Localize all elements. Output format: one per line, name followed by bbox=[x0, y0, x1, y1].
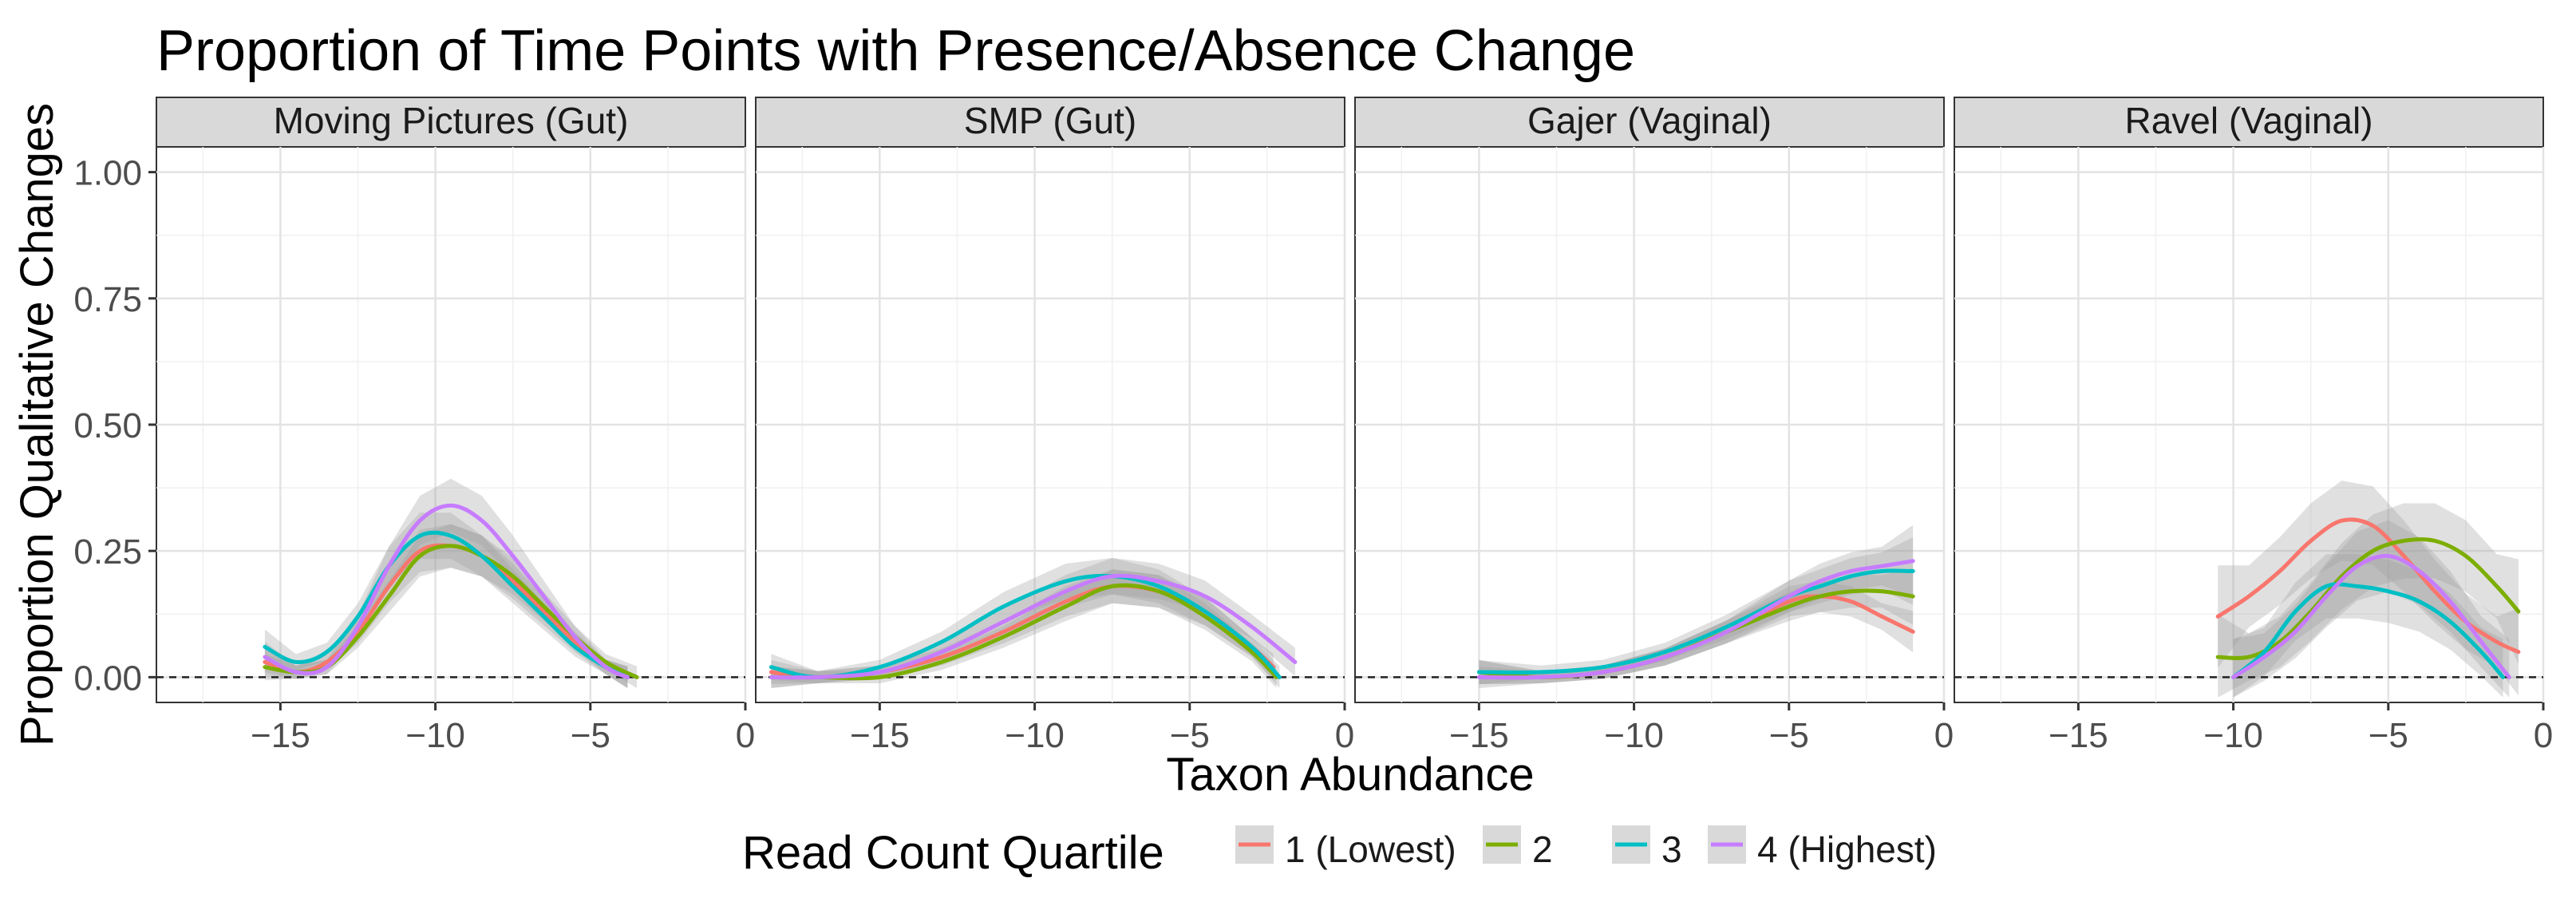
confidence-band bbox=[2233, 520, 2510, 698]
series-line bbox=[263, 503, 630, 679]
legend-item-label: 2 bbox=[1532, 829, 1553, 870]
x-tick-label: −5 bbox=[571, 716, 610, 755]
facet-strip-label: Moving Pictures (Gut) bbox=[274, 100, 629, 141]
x-tick-label: −5 bbox=[1769, 716, 1809, 755]
legend-item-label: 4 (Highest) bbox=[1757, 829, 1937, 870]
y-tick-label: 0.00 bbox=[73, 659, 142, 698]
y-tick-label: 0.75 bbox=[73, 280, 142, 319]
series-line bbox=[768, 583, 1278, 681]
legend-item: 3 bbox=[1612, 825, 1682, 870]
panels-layer: 0.00 0.25 0.50 0.75 1.00 Moving Pictures (Gut… bbox=[73, 97, 2553, 755]
legend-items: 1 (Lowest) 2 3 4 (Highest) bbox=[1235, 825, 1937, 870]
facet-panel: SMP (Gut) −15 −10 −5 0 bbox=[755, 97, 1354, 755]
x-axis-title: Taxon Abundance bbox=[1166, 749, 1534, 801]
x-tick-label: −15 bbox=[251, 716, 310, 755]
x-tick-label: −10 bbox=[405, 716, 465, 755]
confidence-band bbox=[2218, 481, 2519, 696]
x-tick-label: −15 bbox=[850, 716, 910, 755]
y-tick-label: 1.00 bbox=[73, 154, 142, 193]
x-tick-label: −5 bbox=[2369, 716, 2408, 755]
facet-panel: Moving Pictures (Gut) −15 −10 −5 0 bbox=[156, 97, 755, 755]
x-tick-label: 0 bbox=[1335, 716, 1354, 755]
x-tick-label: −15 bbox=[1449, 716, 1509, 755]
x-tick-label: −10 bbox=[1005, 716, 1065, 755]
facet-strip bbox=[1954, 97, 2544, 148]
series-line bbox=[2231, 553, 2511, 679]
series-line bbox=[263, 530, 630, 679]
facet-panel: Gajer (Vaginal) −15 −10 −5 0 bbox=[1354, 97, 1954, 755]
x-tick-label: −15 bbox=[2049, 716, 2108, 755]
facet-strip-label: Gajer (Vaginal) bbox=[1527, 100, 1772, 141]
legend-item-label: 3 bbox=[1661, 829, 1682, 870]
series-line bbox=[1476, 568, 1915, 675]
confidence-band bbox=[1479, 537, 1914, 685]
x-tick-label: 0 bbox=[2534, 716, 2553, 755]
legend-item-label: 1 (Lowest) bbox=[1285, 829, 1456, 870]
x-tick-label: −10 bbox=[2203, 716, 2263, 755]
x-tick-label: −10 bbox=[1604, 716, 1664, 755]
series-line bbox=[768, 573, 1298, 680]
legend-item: 4 (Highest) bbox=[1708, 825, 1937, 870]
y-tick-label: 0.25 bbox=[73, 532, 142, 572]
facet-strip bbox=[1354, 97, 1945, 148]
y-axis-title: Proportion Qualitative Changes bbox=[11, 103, 63, 746]
legend-item: 1 (Lowest) bbox=[1235, 825, 1456, 870]
confidence-band bbox=[264, 524, 638, 688]
chart-title: Proportion of Time Points with Presence/… bbox=[156, 19, 1635, 83]
series-line bbox=[768, 573, 1282, 679]
x-tick-label: 0 bbox=[1934, 716, 1954, 755]
series-line bbox=[2215, 537, 2521, 660]
facet-strip-label: SMP (Gut) bbox=[964, 100, 1136, 141]
x-tick-label: −5 bbox=[1170, 716, 1210, 755]
legend: Read Count Quartile 1 (Lowest) 2 3 4 (Highe… bbox=[742, 825, 1937, 879]
series-line bbox=[1476, 559, 1915, 680]
x-tick-label: 0 bbox=[736, 716, 755, 755]
facet-panel: Ravel (Vaginal) −15 −10 −5 0 bbox=[1954, 97, 2553, 755]
legend-title: Read Count Quartile bbox=[742, 827, 1164, 879]
facet-strip bbox=[156, 97, 746, 148]
facet-strip-label: Ravel (Vaginal) bbox=[2124, 100, 2373, 141]
confidence-band bbox=[1479, 580, 1914, 685]
y-tick-label: 0.50 bbox=[73, 406, 142, 445]
series-line bbox=[2231, 582, 2505, 679]
legend-item: 2 bbox=[1483, 825, 1553, 870]
confidence-band bbox=[2218, 503, 2519, 698]
series-line bbox=[2215, 517, 2521, 655]
